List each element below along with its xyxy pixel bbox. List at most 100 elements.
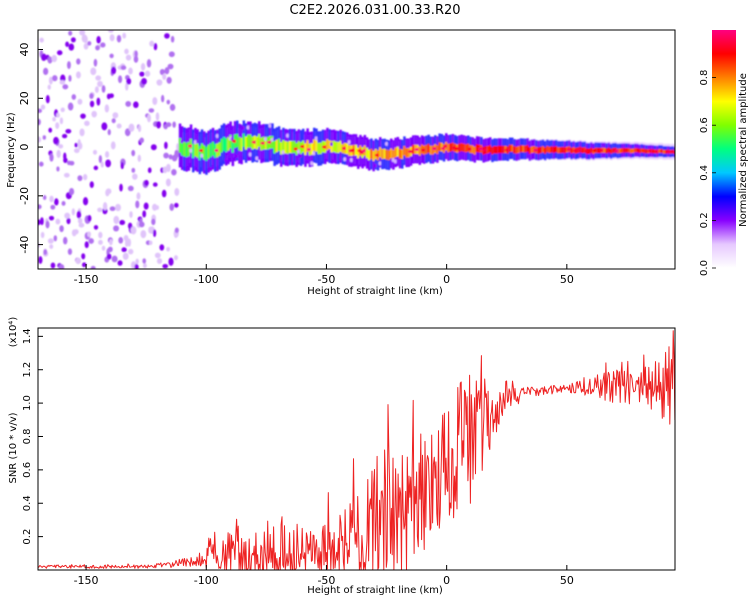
heat-cell <box>125 82 129 91</box>
heat-cell <box>56 149 61 159</box>
heat-cell <box>332 140 336 152</box>
heat-cell <box>429 145 433 155</box>
heat-cell <box>83 35 88 44</box>
heat-cell <box>53 136 59 145</box>
heat-cell <box>84 120 90 127</box>
heat-cell <box>132 173 138 180</box>
heat-cell <box>174 149 181 158</box>
heat-cell <box>128 123 135 132</box>
heat-cell <box>124 128 131 137</box>
heat-cell <box>59 225 64 233</box>
heat-cell <box>299 153 303 158</box>
heat-cell <box>50 262 56 269</box>
heat-cell <box>68 188 75 196</box>
heat-cell <box>137 154 142 162</box>
heat-cell <box>41 53 47 61</box>
heat-cell <box>607 147 611 153</box>
heat-cell <box>101 245 106 251</box>
heat-cell <box>264 136 268 141</box>
heat-cell <box>222 137 226 151</box>
heat-cell <box>315 140 318 152</box>
heat-cell <box>524 145 527 153</box>
heat-cell <box>306 140 309 152</box>
heat-cell <box>123 235 129 241</box>
heat-cell <box>581 147 584 154</box>
heat-cell <box>62 84 69 90</box>
heat-cell <box>116 123 122 129</box>
heat-cell <box>215 133 219 138</box>
heat-cell <box>155 205 159 210</box>
heat-cell <box>164 141 168 150</box>
heat-cell <box>122 32 127 39</box>
snr-ytick-label: 0.4 <box>22 495 33 511</box>
heat-cell <box>431 145 435 155</box>
heat-cell <box>61 133 68 139</box>
heat-cell <box>526 145 529 152</box>
snr-xtick-label: 0 <box>443 574 450 587</box>
heat-cell <box>403 145 406 156</box>
heat-cell <box>61 201 66 206</box>
heat-cell <box>56 50 63 56</box>
heat-cell <box>273 140 276 154</box>
heat-cell <box>38 118 41 126</box>
heat-cell <box>240 137 243 152</box>
heat-cell <box>194 142 197 157</box>
heat-cell <box>407 147 411 158</box>
heat-cell <box>71 94 77 100</box>
heat-cell <box>491 146 494 155</box>
heat-cell <box>101 85 106 93</box>
spectrogram-xtick-label: -50 <box>317 273 335 286</box>
heat-cell <box>49 195 54 203</box>
heat-cell <box>192 143 195 159</box>
heat-cell <box>235 153 239 158</box>
spectrogram-frame <box>37 29 676 270</box>
heat-cell <box>109 53 114 59</box>
heat-cell <box>98 231 103 239</box>
heat-cell <box>271 135 274 149</box>
heat-cell <box>174 227 179 233</box>
heat-cell <box>475 144 479 153</box>
heat-cell <box>75 257 82 265</box>
heat-cell <box>73 229 79 235</box>
heat-cell <box>412 144 415 155</box>
heat-cell <box>268 123 272 128</box>
heat-cell <box>104 151 110 158</box>
heat-cell <box>97 207 103 213</box>
heat-cell <box>45 95 50 104</box>
heat-cell <box>90 67 97 76</box>
heat-cell <box>634 147 637 153</box>
heat-cell <box>539 146 543 154</box>
heat-cell <box>231 139 235 153</box>
colorbar-tick-label: 0.4 <box>699 165 710 181</box>
heat-cell <box>513 146 516 154</box>
heat-cell <box>280 142 283 155</box>
heat-cell <box>82 197 89 206</box>
colorbar-tick-label: 0.2 <box>699 212 710 228</box>
heat-cell <box>142 210 147 218</box>
heat-cell <box>255 156 259 161</box>
heat-cell <box>105 159 111 168</box>
heat-cell <box>623 147 626 153</box>
heat-cell <box>618 148 622 154</box>
heat-cell <box>370 148 373 160</box>
heat-cell <box>91 110 97 118</box>
heat-cell <box>357 147 360 159</box>
spectrogram-ytick-label: -20 <box>18 187 31 205</box>
heat-cell <box>149 40 155 47</box>
heat-cell <box>130 226 137 235</box>
heat-cell <box>165 178 171 187</box>
heat-cell <box>112 112 119 119</box>
figure-title: C2E2.2026.031.00.33.R20 <box>289 3 460 18</box>
heat-cell <box>627 148 631 153</box>
heat-cell <box>133 55 139 63</box>
heat-cell <box>270 137 274 142</box>
heat-cell <box>154 252 161 259</box>
heat-cell <box>135 258 139 265</box>
heat-cell <box>447 143 450 153</box>
heat-cell <box>563 147 567 154</box>
heat-cell <box>343 157 347 162</box>
heat-cell <box>109 238 113 246</box>
heat-cell <box>401 149 404 159</box>
heat-cell <box>242 125 246 130</box>
